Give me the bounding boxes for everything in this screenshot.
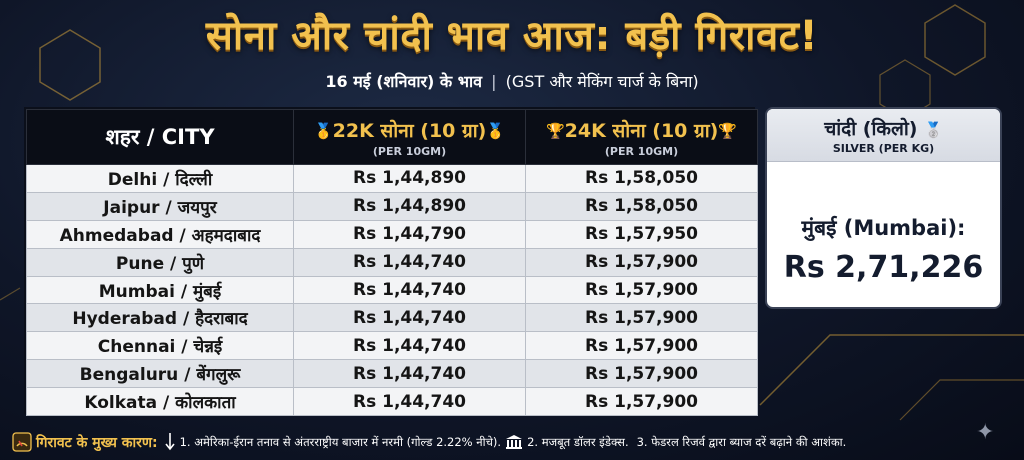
row-city: Mumbai / मुंबई [26,275,294,305]
table-header-row: शहर / CITY 🥇22K सोना (10 ग्रा)🥇 (PER 10G… [26,109,758,165]
silver-city: मुंबई (Mumbai): [801,216,966,240]
bank-icon [505,434,523,450]
table-row: Chennai / चेन्नई Rs 1,44,740 Rs 1,57,900 [26,331,758,361]
row-gold24: Rs 1,57,900 [525,303,758,333]
row-city: Pune / पुणे [26,247,294,277]
table-row: Kolkata / कोलकाता Rs 1,44,740 Rs 1,57,90… [26,387,758,417]
table-row: Hyderabad / हैदराबाद Rs 1,44,740 Rs 1,57… [26,303,758,333]
table-row: Mumbai / मुंबई Rs 1,44,740 Rs 1,57,900 [26,275,758,305]
price-note: (GST और मेकिंग चार्ज के बिना) [505,72,699,91]
table-row: Pune / पुणे Rs 1,44,740 Rs 1,57,900 [26,247,758,277]
header-gold22: 🥇22K सोना (10 ग्रा)🥇 (PER 10GM) [293,109,526,165]
gold-medal-icon: 🥇 [486,122,506,140]
row-gold24: Rs 1,57,900 [525,331,758,361]
silver-price-card: चांदी (किलो) 🥈 SILVER (PER KG) मुंबई (Mu… [765,107,1002,309]
header-city: शहर / CITY [26,109,294,165]
table-row: Bengaluru / बेंगलुरू Rs 1,44,740 Rs 1,57… [26,359,758,389]
header-gold22-sub: (PER 10GM) [372,144,447,158]
row-gold24: Rs 1,57,900 [525,275,758,305]
row-gold24: Rs 1,57,900 [525,247,758,277]
row-gold22: Rs 1,44,740 [293,359,526,389]
header-gold24-sub: (PER 10GM) [604,144,679,158]
row-city: Jaipur / जयपुर [26,191,294,221]
trophy-icon: 🏆 [718,122,738,140]
trophy-icon: 🏆 [545,122,565,140]
header-gold24-label: 24K सोना (10 ग्रा) [564,119,719,142]
silver-title: चांदी (किलो) [824,118,918,140]
reason-2: 2. मजबूत डॉलर इंडेक्स. [527,434,629,449]
row-city: Chennai / चेन्नई [26,331,294,361]
reasons-footer: गिरावट के मुख्य कारण: 1. अमेरिका-ईरान तन… [0,424,1024,460]
header-gold24: 🏆24K सोना (10 ग्रा)🏆 (PER 10GM) [525,109,758,165]
silver-card-header: चांदी (किलो) 🥈 SILVER (PER KG) [767,109,1000,162]
table-row: Ahmedabad / अहमदाबाद Rs 1,44,790 Rs 1,57… [26,219,758,249]
page-subtitle: 16 मई (शनिवार) के भाव | (GST और मेकिंग च… [0,70,1024,92]
row-gold22: Rs 1,44,890 [293,164,526,193]
down-arrow-icon [164,432,176,452]
reason-1: 1. अमेरिका-ईरान तनाव से अंतरराष्ट्रीय बा… [179,434,502,449]
row-city: Hyderabad / हैदराबाद [26,303,294,333]
subtitle-separator: | [491,72,497,91]
row-city: Bengaluru / बेंगलुरू [26,359,294,389]
row-city: Delhi / दिल्ली [26,164,294,193]
page-title: सोना और चांदी भाव आज: बड़ी गिरावट! [205,13,819,59]
table-row: Delhi / दिल्ली Rs 1,44,890 Rs 1,58,050 [26,164,758,193]
row-gold22: Rs 1,44,890 [293,191,526,221]
silver-medal-icon: 🥈 [924,120,943,139]
row-city: Ahmedabad / अहमदाबाद [26,219,294,249]
sparkle-icon: ✦ [976,420,995,445]
row-gold22: Rs 1,44,740 [293,331,526,361]
row-gold22: Rs 1,44,740 [293,387,526,417]
gold-price-table: शहर / CITY 🥇22K सोना (10 ग्रा)🥇 (PER 10G… [24,107,758,417]
table-row: Jaipur / जयपुर Rs 1,44,890 Rs 1,58,050 [26,191,758,221]
row-gold22: Rs 1,44,790 [293,219,526,249]
row-gold22: Rs 1,44,740 [293,275,526,305]
reason-3: 3. फेडरल रिजर्व द्वारा ब्याज दरें बढ़ाने… [636,434,847,449]
silver-price: Rs 2,71,226 [783,250,984,285]
row-gold24: Rs 1,57,900 [525,387,758,417]
silver-subtitle: SILVER (PER KG) [832,142,935,155]
price-date: 16 मई (शनिवार) के भाव [325,72,483,91]
row-gold24: Rs 1,58,050 [525,164,758,193]
row-gold24: Rs 1,58,050 [525,191,758,221]
fuel-gauge-icon [12,432,32,452]
row-city: Kolkata / कोलकाता [26,387,294,417]
gold-medal-icon: 🥇 [313,122,333,140]
header-gold22-label: 22K सोना (10 ग्रा) [332,119,487,142]
row-gold24: Rs 1,57,950 [525,219,758,249]
reasons-lead: गिरावट के मुख्य कारण: [36,434,158,451]
row-gold22: Rs 1,44,740 [293,247,526,277]
row-gold24: Rs 1,57,900 [525,359,758,389]
row-gold22: Rs 1,44,740 [293,303,526,333]
